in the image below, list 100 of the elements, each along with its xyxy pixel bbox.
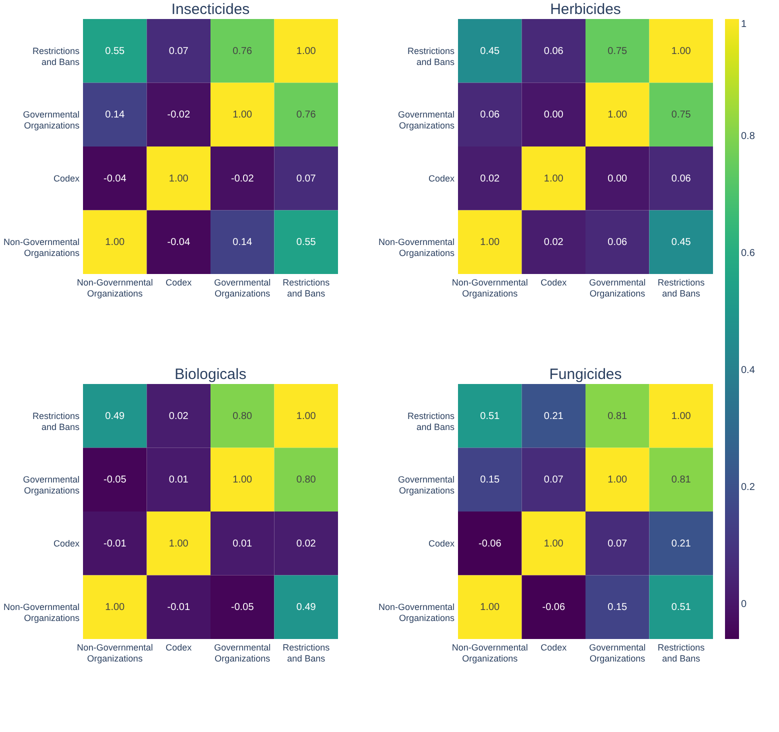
y-tick-label: Non-Governmental Organizations bbox=[3, 602, 80, 624]
data-label: 0.80 bbox=[296, 474, 316, 486]
data-label: 0.02 bbox=[480, 173, 500, 184]
color-bar-label: 1 bbox=[741, 19, 747, 30]
x-tick-label: Codex bbox=[540, 278, 568, 288]
x-tick-label: Restrictions and Bans bbox=[658, 642, 706, 664]
data-label: 0.02 bbox=[544, 237, 564, 248]
data-label: 0.15 bbox=[608, 602, 628, 614]
y-tick-label: Restrictions and Bans bbox=[32, 410, 80, 432]
x-tick-label: Non-Governmental Organizations bbox=[76, 642, 153, 664]
data-label: 0.02 bbox=[296, 538, 316, 550]
data-label: 0.02 bbox=[168, 410, 189, 422]
x-tick-label: Codex bbox=[540, 642, 568, 652]
data-label: 0.01 bbox=[232, 538, 253, 550]
data-label: -0.04 bbox=[103, 173, 127, 184]
x-tick-label: Governmental Organizations bbox=[589, 642, 646, 664]
y-tick-label: Governmental Organizations bbox=[22, 474, 80, 496]
data-label: 1.00 bbox=[168, 173, 189, 184]
data-label: 0.80 bbox=[232, 410, 253, 422]
y-tick-label: Codex bbox=[53, 173, 80, 184]
x-tick-label: Non-Governmental Organizations bbox=[76, 278, 153, 298]
data-label: -0.01 bbox=[167, 602, 190, 614]
data-label: 1.00 bbox=[671, 410, 692, 422]
data-label: 0.49 bbox=[105, 410, 126, 422]
chart-title: Fungicides bbox=[549, 366, 622, 383]
data-label: 1.00 bbox=[105, 602, 126, 614]
data-label: -0.04 bbox=[167, 237, 190, 248]
color-bar-label: 0 bbox=[741, 598, 747, 610]
data-label: 0.49 bbox=[296, 602, 316, 614]
data-label: 1.00 bbox=[544, 538, 564, 550]
data-label: 0.07 bbox=[296, 173, 316, 184]
data-label: 1.00 bbox=[608, 474, 628, 486]
data-label: 0.15 bbox=[480, 474, 500, 486]
data-label: 0.00 bbox=[608, 173, 628, 184]
data-label: 0.06 bbox=[544, 46, 564, 57]
data-label: 0.06 bbox=[671, 173, 692, 184]
data-label: 0.06 bbox=[480, 110, 500, 121]
data-label: 0.01 bbox=[168, 474, 189, 486]
color-bar-label: 0.4 bbox=[741, 364, 756, 376]
x-tick-label: Restrictions and Bans bbox=[282, 642, 330, 664]
data-label: -0.01 bbox=[103, 538, 127, 550]
data-label: 1.00 bbox=[544, 173, 564, 184]
y-tick-label: Codex bbox=[428, 173, 455, 184]
y-tick-label: Governmental Organizations bbox=[398, 110, 455, 131]
data-label: 0.75 bbox=[608, 46, 628, 57]
data-label: 0.51 bbox=[671, 602, 692, 614]
y-tick-label: Governmental Organizations bbox=[398, 474, 455, 496]
y-tick-label: Non-Governmental Organizations bbox=[3, 237, 80, 258]
x-tick-label: Restrictions and Bans bbox=[658, 278, 706, 298]
data-label: 0.76 bbox=[296, 110, 316, 121]
data-label: 1.00 bbox=[296, 410, 316, 422]
data-label: 1.00 bbox=[296, 46, 316, 57]
x-tick-label: Codex bbox=[166, 278, 192, 288]
data-label: 0.14 bbox=[105, 110, 126, 121]
data-label: 0.51 bbox=[480, 410, 500, 422]
y-tick-label: Restrictions and Bans bbox=[407, 46, 455, 67]
color-bar-label: 0.6 bbox=[741, 248, 756, 259]
y-tick-label: Governmental Organizations bbox=[22, 110, 80, 131]
data-label: -0.05 bbox=[103, 474, 127, 486]
y-tick-label: Restrictions and Bans bbox=[32, 46, 80, 67]
data-label: 0.07 bbox=[608, 538, 628, 550]
data-label: -0.02 bbox=[167, 110, 190, 121]
y-tick-label: Restrictions and Bans bbox=[407, 410, 455, 432]
color-bar-label: 0.8 bbox=[741, 130, 756, 142]
chart-title: Biologicals bbox=[174, 366, 246, 383]
data-label: 1.00 bbox=[168, 538, 189, 550]
data-label: -0.02 bbox=[230, 173, 254, 184]
x-tick-label: Restrictions and Bans bbox=[282, 278, 330, 298]
data-label: 1.00 bbox=[480, 602, 500, 614]
data-label: -0.06 bbox=[478, 538, 502, 550]
data-label: -0.05 bbox=[230, 602, 254, 614]
data-label: 0.00 bbox=[544, 110, 564, 121]
y-tick-label: Codex bbox=[428, 538, 455, 548]
data-label: 0.45 bbox=[671, 237, 692, 248]
chart-title: Insecticides bbox=[171, 1, 250, 18]
data-label: 0.07 bbox=[544, 474, 564, 486]
data-label: 0.07 bbox=[168, 46, 189, 57]
data-label: 0.81 bbox=[671, 474, 692, 486]
x-tick-label: Non-Governmental Organizations bbox=[452, 278, 528, 298]
data-label: 0.55 bbox=[105, 46, 126, 57]
data-label: -0.06 bbox=[542, 602, 566, 614]
data-label: 1.00 bbox=[671, 46, 692, 57]
x-tick-label: Non-Governmental Organizations bbox=[452, 642, 528, 664]
x-tick-label: Governmental Organizations bbox=[589, 278, 646, 298]
data-label: 0.75 bbox=[671, 110, 692, 121]
x-tick-label: Codex bbox=[166, 642, 192, 652]
data-label: 1.00 bbox=[232, 110, 253, 121]
chart-title: Herbicides bbox=[550, 1, 621, 18]
data-label: 1.00 bbox=[480, 237, 500, 248]
data-label: 0.81 bbox=[608, 410, 628, 422]
data-label: 1.00 bbox=[608, 110, 628, 121]
data-label: 1.00 bbox=[105, 237, 126, 248]
x-tick-label: Governmental Organizations bbox=[214, 642, 271, 664]
data-label: 0.06 bbox=[608, 237, 628, 248]
data-label: 0.76 bbox=[232, 46, 253, 57]
y-tick-label: Non-Governmental Organizations bbox=[378, 237, 455, 258]
data-label: 0.21 bbox=[544, 410, 564, 422]
data-label: 0.21 bbox=[671, 538, 692, 550]
y-tick-label: Non-Governmental Organizations bbox=[378, 602, 455, 624]
data-label: 0.14 bbox=[232, 237, 253, 248]
